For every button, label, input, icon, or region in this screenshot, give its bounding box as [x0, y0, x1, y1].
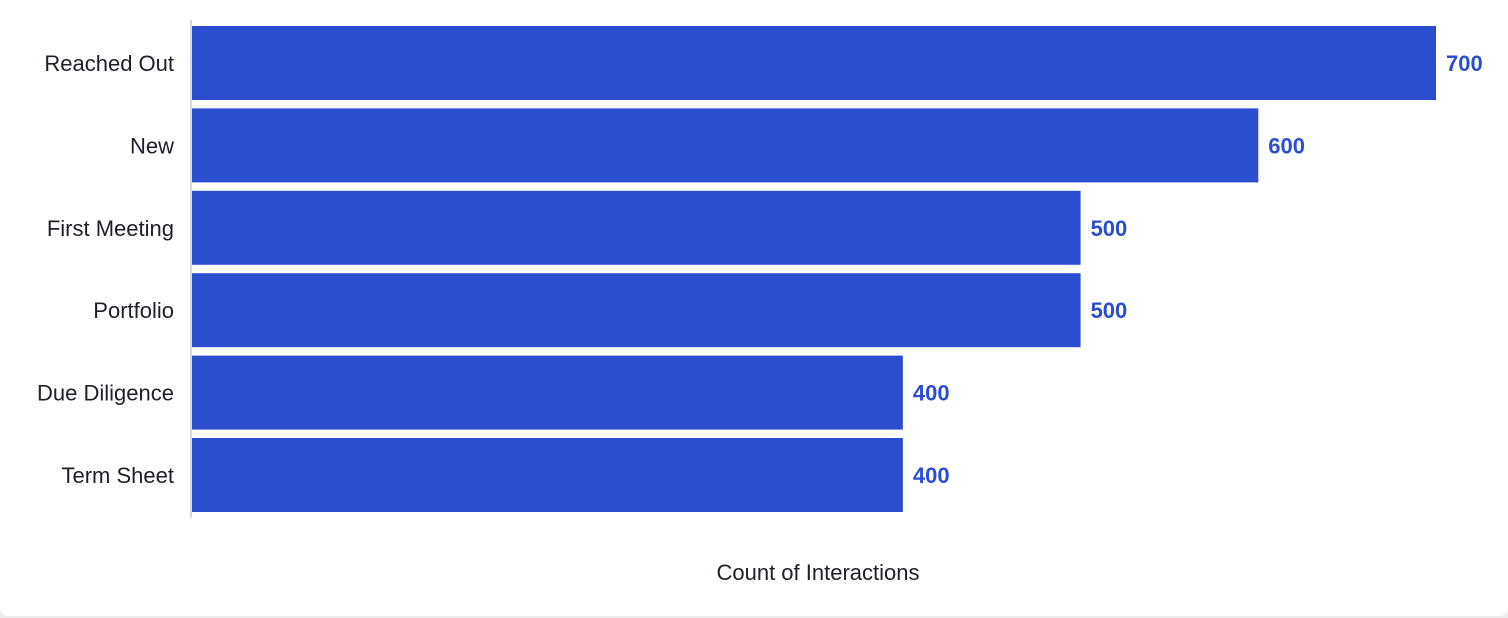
bar-first-meeting[interactable]: [192, 190, 1081, 265]
bar-portfolio[interactable]: [192, 273, 1081, 348]
value-label: 700: [1446, 51, 1483, 76]
category-label: Term Sheet: [62, 463, 175, 488]
value-label: 400: [913, 381, 950, 406]
bar-due-diligence[interactable]: [192, 355, 903, 430]
value-label: 400: [913, 463, 950, 488]
value-label: 600: [1268, 133, 1305, 158]
value-label: 500: [1091, 298, 1128, 323]
value-label: 500: [1091, 216, 1128, 241]
bar-reached-out[interactable]: [192, 26, 1436, 100]
bar-term-sheet[interactable]: [192, 438, 903, 512]
category-label: New: [130, 133, 174, 158]
category-label: Due Diligence: [37, 381, 174, 406]
bar-new[interactable]: [192, 108, 1259, 183]
bars-layer: Reached Out 700 New 600 First Meeting 500 Port…: [37, 26, 1483, 512]
category-label: First Meeting: [47, 216, 174, 241]
category-label: Portfolio: [93, 298, 174, 323]
x-axis-title: Count of Interactions: [716, 560, 919, 585]
category-label: Reached Out: [44, 51, 174, 76]
